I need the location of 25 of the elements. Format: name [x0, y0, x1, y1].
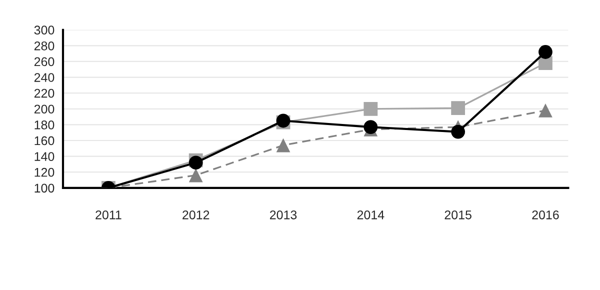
- y-tick-label: 120: [34, 168, 54, 177]
- point: [276, 138, 290, 152]
- y-tick-label: 140: [34, 152, 54, 161]
- y-tick-label: 220: [34, 88, 54, 98]
- y-tick-label: 100: [34, 184, 54, 193]
- y-tick-label: 200: [34, 104, 54, 114]
- x-tick-label: 2012: [182, 210, 210, 220]
- x-tick-label: 2015: [444, 210, 472, 220]
- point: [188, 156, 203, 170]
- point: [538, 104, 552, 118]
- point: [451, 101, 466, 116]
- x-tick-label: 2013: [270, 210, 297, 220]
- point: [538, 45, 552, 59]
- y-tick-label: 300: [34, 26, 54, 35]
- y-tick-label: 180: [34, 120, 54, 130]
- y-tick-label: 160: [34, 136, 54, 146]
- y-tick-label: 280: [34, 41, 54, 50]
- x-tick-label: 2011: [96, 210, 122, 220]
- point: [364, 102, 378, 116]
- x-tick-label: 2016: [532, 210, 559, 220]
- x-tick-label: 2014: [357, 210, 384, 220]
- y-tick-label: 260: [34, 57, 54, 66]
- point: [451, 124, 466, 139]
- point: [188, 168, 203, 182]
- y-tick-label: 240: [34, 73, 54, 82]
